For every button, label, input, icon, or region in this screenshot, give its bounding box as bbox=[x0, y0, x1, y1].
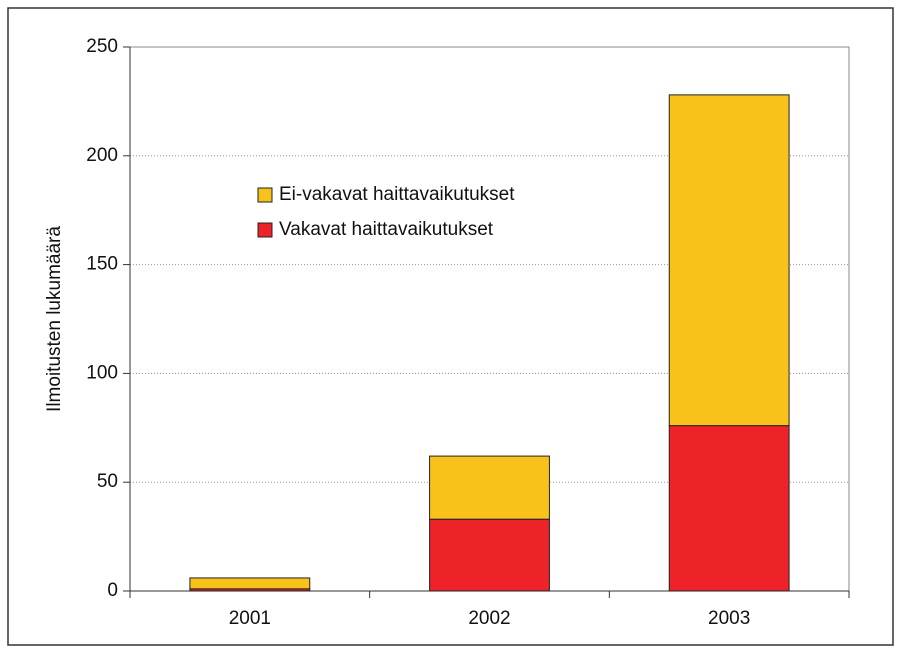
y-tick-label: 150 bbox=[86, 254, 118, 275]
y-tick-label: 50 bbox=[97, 471, 118, 492]
bar-segment bbox=[429, 455, 550, 520]
legend-swatch bbox=[257, 222, 273, 238]
bar-segment bbox=[668, 94, 790, 427]
bar-segment bbox=[189, 577, 311, 590]
bar-segment bbox=[668, 425, 790, 592]
y-tick-label: 0 bbox=[107, 580, 118, 601]
legend-label: Ei-vakavat haittavaikutukset bbox=[279, 184, 515, 205]
y-tick-label: 100 bbox=[86, 362, 118, 383]
x-tick-label: 2002 bbox=[468, 608, 510, 629]
legend-label: Vakavat haittavaikutukset bbox=[279, 219, 494, 240]
bar-segment bbox=[429, 518, 550, 592]
y-tick-label: 200 bbox=[86, 145, 118, 166]
y-axis-label: Ilmoitusten lukumäärä bbox=[44, 226, 65, 412]
x-tick-label: 2003 bbox=[708, 608, 750, 629]
frame bbox=[7, 7, 894, 646]
legend-swatch bbox=[257, 187, 273, 203]
y-tick-label: 250 bbox=[86, 36, 118, 57]
x-tick-label: 2001 bbox=[229, 608, 271, 629]
